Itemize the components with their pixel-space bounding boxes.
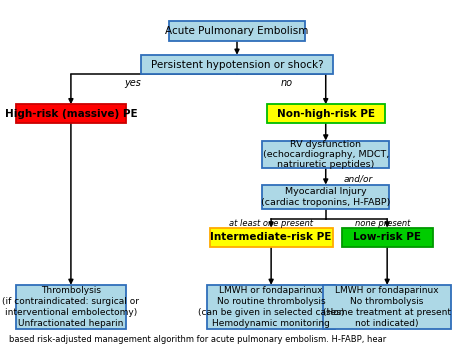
Text: none present: none present (356, 220, 410, 228)
Text: yes: yes (125, 78, 141, 88)
Text: Low-risk PE: Low-risk PE (353, 233, 421, 243)
FancyBboxPatch shape (210, 228, 333, 247)
FancyBboxPatch shape (16, 104, 126, 123)
Text: High-risk (massive) PE: High-risk (massive) PE (5, 109, 137, 119)
FancyBboxPatch shape (262, 140, 390, 168)
Text: no: no (280, 78, 292, 88)
Text: based risk-adjusted management algorithm for acute pulmonary embolism. H-FABP, h: based risk-adjusted management algorithm… (9, 335, 387, 344)
Text: Myocardial Injury
(cardiac troponins, H-FABP): Myocardial Injury (cardiac troponins, H-… (261, 187, 391, 207)
FancyBboxPatch shape (16, 285, 126, 329)
FancyBboxPatch shape (342, 228, 433, 247)
Text: LMWH or fondaparinux
No routine thrombolysis
(can be given in selected cases)
He: LMWH or fondaparinux No routine thrombol… (198, 286, 344, 328)
FancyBboxPatch shape (323, 285, 451, 329)
Text: Persistent hypotension or shock?: Persistent hypotension or shock? (151, 60, 323, 70)
FancyBboxPatch shape (266, 104, 385, 123)
Text: Acute Pulmonary Embolism: Acute Pulmonary Embolism (165, 26, 309, 36)
FancyBboxPatch shape (141, 55, 333, 74)
Text: Intermediate-risk PE: Intermediate-risk PE (210, 233, 332, 243)
Text: and/or: and/or (344, 174, 373, 183)
Text: RV dysfunction
(echocardiography, MDCT,
natriuretic peptides): RV dysfunction (echocardiography, MDCT, … (263, 139, 389, 169)
Text: at least one present: at least one present (229, 220, 313, 228)
FancyBboxPatch shape (169, 20, 305, 41)
FancyBboxPatch shape (208, 285, 335, 329)
Text: LMWH or fondaparinux
No thrombolysis
(Home treatment at present
not indicated): LMWH or fondaparinux No thrombolysis (Ho… (323, 286, 451, 328)
FancyBboxPatch shape (262, 185, 390, 209)
Text: Thrombolysis
(if contraindicated: surgical or
interventional embolectomy)
Unfrac: Thrombolysis (if contraindicated: surgic… (2, 286, 139, 328)
Text: Non-high-risk PE: Non-high-risk PE (277, 109, 375, 119)
